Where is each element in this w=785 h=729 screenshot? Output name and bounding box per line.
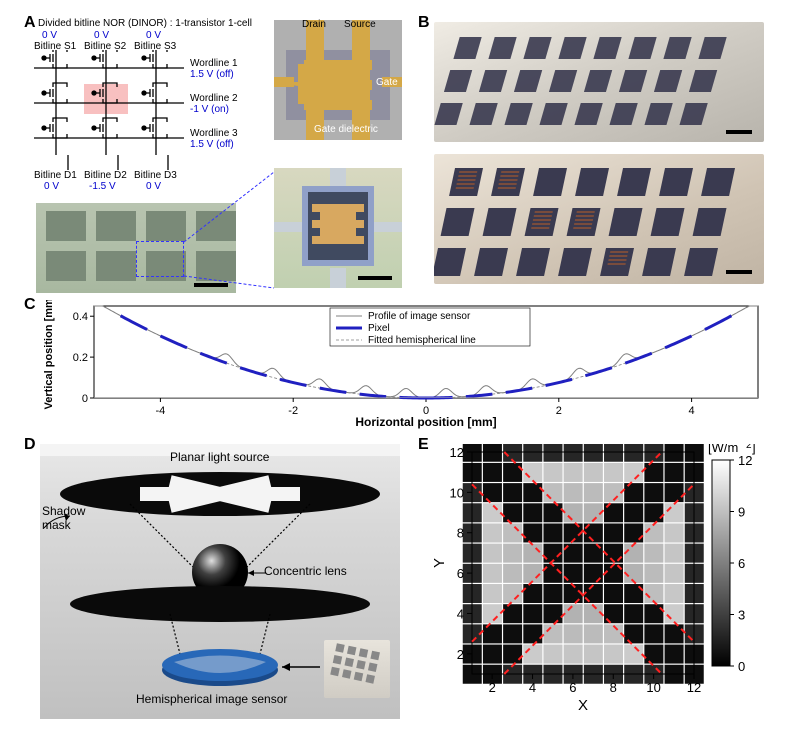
- panel-d-inset: [324, 640, 390, 698]
- svg-text:4: 4: [689, 405, 695, 417]
- scalebar-b2: [726, 270, 752, 274]
- panel-d: Planar light source Shadow mask Concentr…: [40, 444, 400, 719]
- panel-e-label: E: [418, 436, 429, 454]
- svg-text:X: X: [578, 697, 588, 714]
- panel-c-label: C: [24, 296, 36, 314]
- svg-text:0.4: 0.4: [73, 311, 88, 323]
- svg-text:Horizontal position [mm]: Horizontal position [mm]: [355, 415, 496, 429]
- svg-text:4: 4: [457, 606, 464, 621]
- bitline-d1: Bitline D1: [34, 170, 77, 181]
- svg-text:3: 3: [738, 608, 745, 623]
- svg-text:Y: Y: [431, 558, 448, 568]
- micrograph-array: [36, 203, 236, 293]
- bitline-d2: Bitline D2: [84, 170, 127, 181]
- svg-text:6: 6: [738, 556, 745, 571]
- planar-light-label: Planar light source: [170, 450, 269, 464]
- lens-arrow-icon: [246, 566, 268, 580]
- wordline-1: Wordline 1: [190, 58, 238, 69]
- chart-c-svg: -4-202400.20.4Horizontal position [mm]Ve…: [38, 300, 768, 430]
- svg-text:12: 12: [738, 453, 752, 468]
- panel-a: Divided bitline NOR (DINOR) : 1-transist…: [34, 18, 404, 288]
- bitline-d2v: -1.5 V: [89, 181, 116, 192]
- scalebar-b1: [726, 130, 752, 134]
- svg-text:2: 2: [556, 405, 562, 417]
- panel-b-label: B: [418, 14, 430, 32]
- gate-label: Gate: [376, 77, 398, 88]
- wordline-3v: 1.5 V (off): [190, 139, 234, 150]
- scalebar-2: [358, 276, 392, 280]
- wordline-3: Wordline 3: [190, 128, 238, 139]
- circuit-title: Divided bitline NOR (DINOR) : 1-transist…: [38, 18, 252, 29]
- panel-d-label: D: [24, 436, 36, 454]
- svg-text:[W/m: [W/m: [708, 444, 738, 455]
- svg-text:12: 12: [450, 445, 464, 460]
- svg-text:6: 6: [457, 566, 464, 581]
- panel-e-svg: 2468101224681012XY036912[W/m2]: [430, 444, 770, 724]
- sensor-label: Hemispherical image sensor: [136, 692, 287, 706]
- svg-text:Pixel: Pixel: [368, 323, 390, 334]
- svg-text:2: 2: [457, 647, 464, 662]
- svg-text:-4: -4: [156, 405, 166, 417]
- svg-text:]: ]: [752, 444, 756, 455]
- svg-text:10: 10: [646, 680, 660, 695]
- scalebar-1: [194, 283, 228, 287]
- device-schematic: Drain Source Gate Gate dielectric: [274, 20, 402, 140]
- svg-text:8: 8: [457, 526, 464, 541]
- svg-text:0: 0: [82, 393, 88, 405]
- circuit-diagram: 0 V Bitline S1 0 V Bitline S2 0 V Bitlin…: [34, 30, 274, 180]
- wordline-2v: -1 V (on): [190, 104, 229, 115]
- svg-text:8: 8: [610, 680, 617, 695]
- photo-b-bottom: [434, 154, 764, 284]
- lens-label: Concentric lens: [264, 564, 347, 578]
- photo-b-top: [434, 22, 764, 142]
- wordline-1v: 1.5 V (off): [190, 69, 234, 80]
- svg-text:0.2: 0.2: [73, 352, 88, 364]
- drain-label: Drain: [302, 19, 326, 30]
- svg-text:2: 2: [489, 680, 496, 695]
- svg-text:Profile of image sensor: Profile of image sensor: [368, 311, 471, 322]
- svg-text:12: 12: [687, 680, 701, 695]
- svg-text:Fitted hemispherical line: Fitted hemispherical line: [368, 335, 476, 346]
- svg-text:-2: -2: [288, 405, 298, 417]
- svg-text:0: 0: [738, 659, 745, 674]
- svg-text:4: 4: [529, 680, 536, 695]
- bitline-s1-v: 0 V: [42, 30, 57, 41]
- svg-text:10: 10: [450, 485, 464, 500]
- wordline-2: Wordline 2: [190, 93, 238, 104]
- bitline-s3-v: 0 V: [146, 30, 161, 41]
- bitline-s2-v: 0 V: [94, 30, 109, 41]
- svg-text:9: 9: [738, 505, 745, 520]
- circuit-svg: [34, 50, 204, 190]
- source-label: Source: [344, 19, 376, 30]
- bitline-d3v: 0 V: [146, 181, 161, 192]
- shadow-arrow-icon: [44, 514, 74, 530]
- micrograph-single: [274, 168, 402, 288]
- svg-text:6: 6: [569, 680, 576, 695]
- svg-text:Vertical position [mm]: Vertical position [mm]: [43, 300, 55, 409]
- bitline-d3: Bitline D3: [134, 170, 177, 181]
- zoom-box: [136, 241, 184, 277]
- dielectric-label: Gate dielectric: [314, 124, 378, 135]
- bitline-d1v: 0 V: [44, 181, 59, 192]
